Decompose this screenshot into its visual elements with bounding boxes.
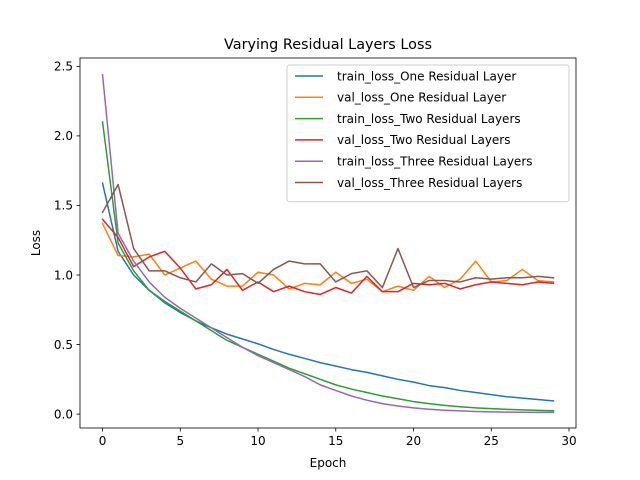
x-axis-label: Epoch [310,456,347,470]
y-tick-label: 2.0 [54,129,73,143]
legend-label: train_loss_Two Residual Layers [337,112,521,126]
x-tick-label: 0 [99,434,107,448]
chart-title: Varying Residual Layers Loss [224,37,432,53]
y-axis: 0.0 0.5 1.0 1.5 2.0 2.5 [54,60,80,421]
x-tick-label: 15 [328,434,343,448]
legend-label: val_loss_One Residual Layer [337,91,506,105]
y-axis-label: Loss [29,230,43,256]
legend-label: val_loss_Two Residual Layers [337,133,510,147]
x-axis: 0 5 10 15 20 25 30 [99,428,577,448]
series-line-3 [101,218,555,296]
legend: train_loss_One Residual Layer val_loss_On… [286,64,570,203]
series-layer [101,73,555,414]
x-tick-label: 10 [250,434,265,448]
y-tick-label: 2.5 [54,60,73,74]
legend-label: train_loss_Three Residual Layers [337,155,533,169]
plot-frame [79,57,577,429]
series-line-1 [101,222,555,293]
x-tick-label: 30 [561,434,576,448]
series-line-2 [101,121,555,412]
x-tick-label: 5 [176,434,184,448]
series-line-4 [101,73,555,414]
series-line-0 [101,182,555,402]
y-tick-label: 1.0 [54,268,73,282]
series-line-5 [101,183,555,289]
legend-label: train_loss_One Residual Layer [337,69,516,83]
x-tick-label: 25 [484,434,499,448]
y-tick-label: 1.5 [54,199,73,213]
y-tick-label: 0.0 [54,407,73,421]
legend-box [286,64,570,203]
x-tick-label: 20 [406,434,421,448]
y-tick-label: 0.5 [54,338,73,352]
legend-label: val_loss_Three Residual Layers [337,176,522,190]
